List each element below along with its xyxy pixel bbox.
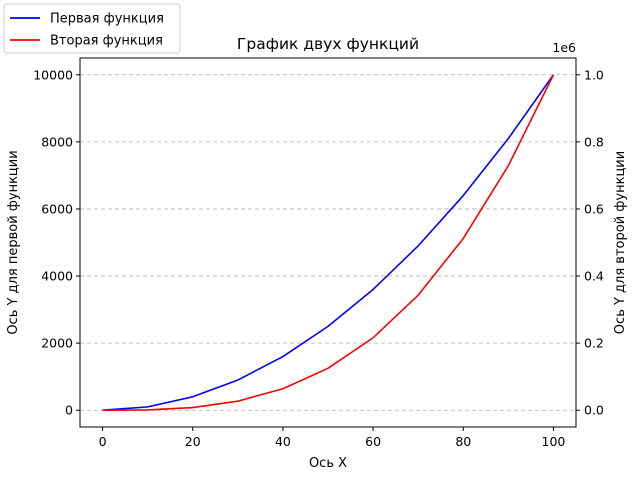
y-left-tick-label: 4000 xyxy=(41,269,73,284)
legend-label-first: Первая функция xyxy=(50,12,164,27)
series-line-1 xyxy=(102,74,555,412)
series-line-2 xyxy=(102,74,555,412)
y-right-tick-label: 0.2 xyxy=(584,336,604,351)
y-left-tick-label: 0 xyxy=(65,403,73,418)
x-tick-label: 40 xyxy=(275,434,291,449)
y-right-tick-label: 0.6 xyxy=(584,201,604,216)
y-right-tick-label: 0.0 xyxy=(584,403,604,418)
series-layer xyxy=(102,74,555,412)
y-left-axis-ticks: 0 2000 4000 6000 8000 10000 xyxy=(33,67,80,418)
plot-frame xyxy=(79,57,577,428)
x-axis-title: Ось X xyxy=(309,456,347,471)
legend: Первая функция Вторая функция xyxy=(3,3,181,54)
grid-layer xyxy=(80,74,576,411)
x-tick-label: 80 xyxy=(455,434,471,449)
x-axis-ticks: 0 20 40 60 80 100 xyxy=(99,427,566,449)
y-right-tick-label: 0.8 xyxy=(584,134,604,149)
y-left-tick-label: 10000 xyxy=(33,67,73,82)
y-right-tick-label: 0.4 xyxy=(584,269,604,284)
legend-label-second: Вторая функция xyxy=(50,34,163,49)
y-right-axis-ticks: 0.0 0.2 0.4 0.6 0.8 1.0 xyxy=(576,67,604,418)
chart-title: График двух функций xyxy=(237,35,419,53)
x-tick-label: 100 xyxy=(542,434,566,449)
y-left-axis-title: Ось Y для первой функции xyxy=(6,150,21,334)
y-right-offset-text: 1e6 xyxy=(552,40,576,55)
legend-box xyxy=(3,3,181,54)
y-right-axis-title: Ось Y для второй функции xyxy=(613,151,628,334)
x-tick-label: 20 xyxy=(185,434,201,449)
x-tick-label: 0 xyxy=(99,434,107,449)
y-right-tick-label: 1.0 xyxy=(584,67,604,82)
x-tick-label: 60 xyxy=(365,434,381,449)
y-left-tick-label: 8000 xyxy=(41,134,73,149)
y-left-tick-label: 2000 xyxy=(41,336,73,351)
y-left-tick-label: 6000 xyxy=(41,201,73,216)
